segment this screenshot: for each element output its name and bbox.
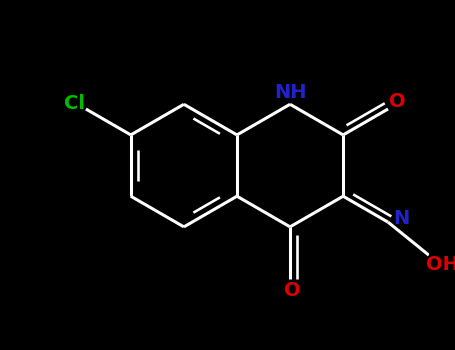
Text: O: O bbox=[389, 92, 406, 111]
Text: O: O bbox=[283, 281, 300, 300]
Text: NH: NH bbox=[274, 83, 306, 103]
Text: N: N bbox=[393, 209, 410, 228]
Text: OH: OH bbox=[425, 255, 455, 274]
Text: Cl: Cl bbox=[64, 94, 85, 113]
